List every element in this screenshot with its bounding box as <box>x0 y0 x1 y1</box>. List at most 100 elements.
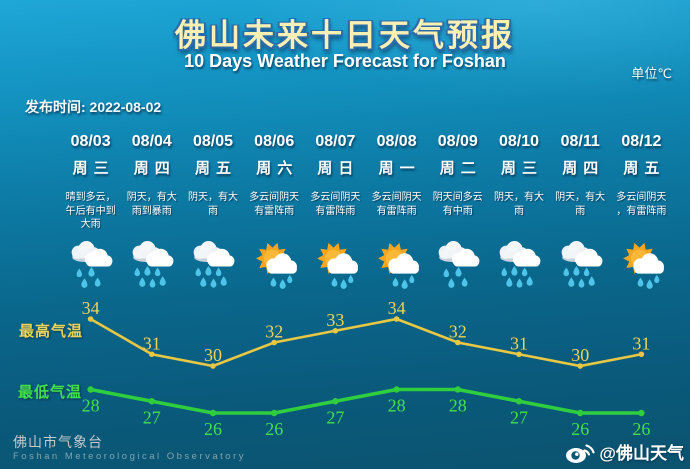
weather-icon-heavy-rain <box>125 238 178 291</box>
day-column: 08/04 周四 阴天，有大雨到暴雨 <box>121 131 182 291</box>
temp-point <box>577 409 584 417</box>
weather-icon-heavy-rain <box>186 238 239 291</box>
weather-icon-rain <box>64 238 117 291</box>
temp-value-label: 31 <box>632 333 650 353</box>
weather-icon-heavy-rain <box>554 238 607 291</box>
day-description: 多云间阴天有雷阵雨 <box>310 192 361 217</box>
day-date: 08/11 <box>560 133 600 150</box>
day-column: 08/12 周五 多云间阴天，有雷阵雨 <box>611 131 672 291</box>
day-description: 阴天间多云有中雨 <box>432 192 483 217</box>
temp-value-label: 32 <box>449 322 467 342</box>
day-column: 08/09 周二 阴天间多云有中雨 <box>427 131 488 291</box>
day-description: 多云间阴天有雷阵雨 <box>249 192 300 217</box>
day-date: 08/10 <box>498 133 540 150</box>
weather-icon-rain <box>431 238 484 291</box>
day-weekday: 周三 <box>72 160 115 177</box>
temp-value-label: 31 <box>510 333 528 353</box>
day-weekday: 周二 <box>439 160 482 177</box>
temp-point <box>393 316 400 322</box>
day-date: 08/03 <box>70 133 111 150</box>
temp-value-label: 30 <box>204 345 222 365</box>
weather-icon-heavy-rain <box>492 238 545 291</box>
temp-value-label: 33 <box>326 310 344 330</box>
temp-point <box>332 398 339 405</box>
temp-point <box>271 409 278 417</box>
organization-name-en: Foshan Meteorological Observatory <box>13 451 246 462</box>
day-description: 阴天，有大雨到暴雨 <box>126 192 177 217</box>
temp-point <box>516 351 522 358</box>
temp-point <box>210 363 216 369</box>
temp-point <box>454 386 461 393</box>
day-column: 08/07 周日 多云间阴天有雷阵雨 <box>305 131 366 291</box>
temp-value-label: 28 <box>449 396 467 416</box>
day-weekday: 周日 <box>317 160 360 177</box>
temp-point <box>87 316 94 322</box>
page-title: 佛山未来十日天气预报 <box>175 18 515 53</box>
temp-value-label: 34 <box>82 298 100 318</box>
page-subtitle: 10 Days Weather Forecast for Foshan <box>184 51 506 71</box>
day-date: 08/12 <box>621 133 662 150</box>
min-temp-line <box>90 387 642 415</box>
temp-value-label: 27 <box>326 407 344 427</box>
day-date: 08/07 <box>315 133 356 150</box>
day-date: 08/06 <box>254 133 295 150</box>
temp-value-label: 26 <box>265 419 283 439</box>
day-date: 08/05 <box>192 133 234 150</box>
day-weekday: 周四 <box>562 160 605 177</box>
temp-point <box>393 386 400 393</box>
day-weekday: 周三 <box>500 160 543 177</box>
temp-value-label: 26 <box>632 419 650 439</box>
temperature-line-chart: 34 31 30 32 33 34 32 31 30 31 28 27 26 26 27 28 28 27 26 26 <box>82 298 651 439</box>
day-column: 08/10 周三 阴天，有大雨 <box>488 131 549 291</box>
day-weekday: 周四 <box>133 160 176 177</box>
temp-point <box>149 351 155 358</box>
temp-point <box>455 339 461 346</box>
weather-icon-sun-rain <box>615 238 668 291</box>
day-column: 08/08 周一 多云间阴天有雷阵雨 <box>366 131 427 291</box>
weibo-icon <box>566 443 596 463</box>
day-date: 08/08 <box>376 133 417 150</box>
day-description: 多云间阴天有雷阵雨 <box>371 192 422 217</box>
temp-value-label: 26 <box>204 419 222 439</box>
day-column: 08/06 周六 多云间阴天有雷阵雨 <box>244 131 305 291</box>
day-description: 多云间阴天，有雷阵雨 <box>616 192 667 217</box>
weather-icon-sun-rain <box>370 238 423 291</box>
temp-value-label: 28 <box>388 396 406 416</box>
temp-point <box>638 351 645 358</box>
temp-point <box>577 363 583 369</box>
temp-point <box>638 409 645 417</box>
day-description: 阴天，有大雨 <box>555 192 606 217</box>
temp-value-label: 27 <box>510 407 528 427</box>
weibo-handle: @佛山天气 <box>599 444 684 463</box>
temp-value-label: 26 <box>571 419 589 439</box>
unit-label: 单位℃ <box>631 66 672 81</box>
temp-point <box>148 398 155 405</box>
min-temp-legend: 最低气温 <box>18 384 83 401</box>
max-temp-line <box>89 317 642 368</box>
temp-value-label: 27 <box>143 407 161 427</box>
day-description: 阴天，有大雨 <box>187 192 238 217</box>
temp-value-label: 31 <box>143 333 161 353</box>
temp-point <box>209 409 217 417</box>
day-date: 08/04 <box>131 133 172 150</box>
temp-value-label: 34 <box>388 298 406 318</box>
day-description: 晴到多云，午后有中到大雨 <box>65 192 116 230</box>
organization-name-cn: 佛山市气象台 <box>13 434 103 450</box>
day-column: 08/03 周三 晴到多云，午后有中到大雨 <box>60 131 121 291</box>
day-description: 阴天，有大雨 <box>493 192 544 217</box>
weather-icon-sun-rain <box>309 238 362 291</box>
temp-point <box>87 386 94 393</box>
weibo-attribution: @佛山天气 <box>565 439 684 464</box>
day-weekday: 周一 <box>378 160 421 177</box>
temp-value-label: 32 <box>265 322 283 342</box>
days-grid: 08/03 周三 晴到多云，午后有中到大雨 08/04 周四 阴天，有大雨到暴雨… <box>60 131 672 291</box>
temp-point <box>515 398 523 405</box>
publish-time: 发布时间: 2022-08-02 <box>25 99 162 115</box>
weather-icon-sun-rain <box>248 238 301 291</box>
temp-point <box>271 339 278 346</box>
day-weekday: 周五 <box>623 160 666 177</box>
day-weekday: 周六 <box>256 160 299 177</box>
day-column: 08/11 周四 阴天，有大雨 <box>550 131 611 291</box>
day-weekday: 周五 <box>194 160 237 177</box>
